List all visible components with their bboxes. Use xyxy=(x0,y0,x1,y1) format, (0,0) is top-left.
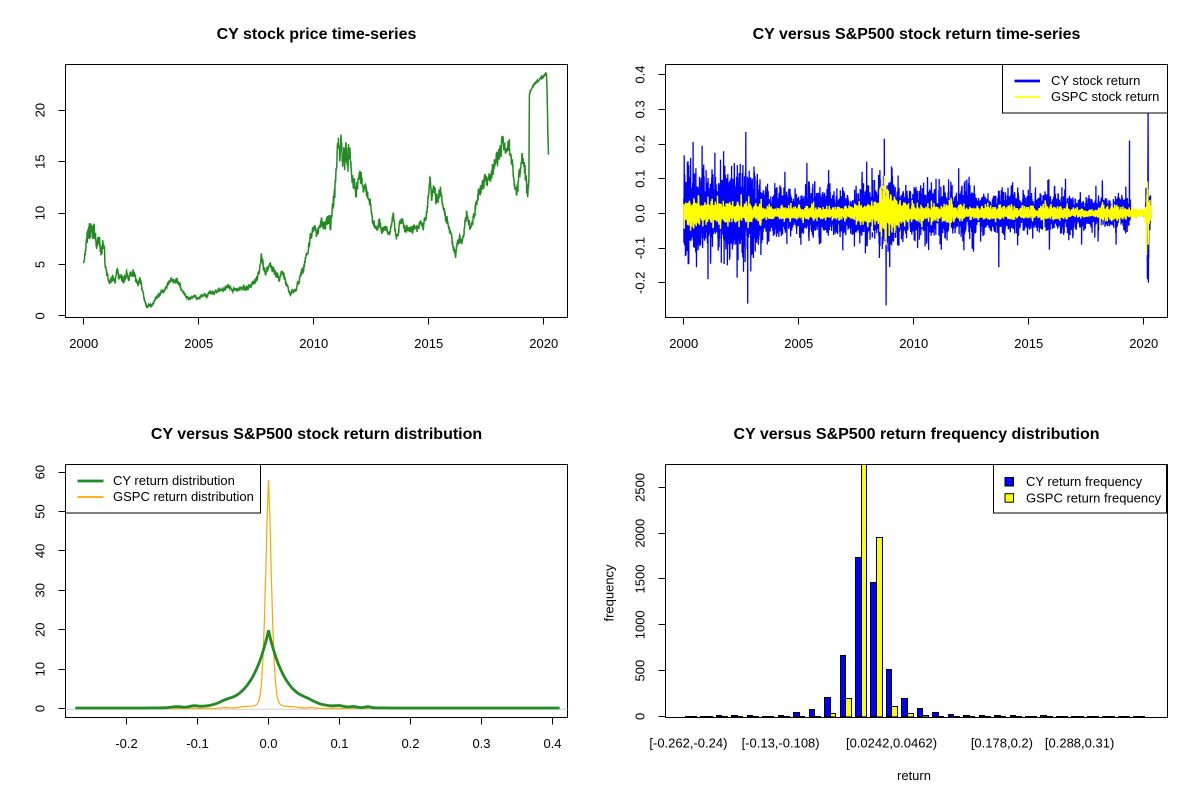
svg-text:2500: 2500 xyxy=(633,473,648,502)
svg-text:0: 0 xyxy=(33,312,48,319)
svg-text:CY return distribution: CY return distribution xyxy=(113,473,235,488)
svg-text:0.2: 0.2 xyxy=(401,736,419,751)
svg-text:2020: 2020 xyxy=(529,336,558,351)
svg-text:20: 20 xyxy=(33,622,48,636)
svg-text:2015: 2015 xyxy=(1014,336,1043,351)
svg-text:[0.178,0.2): [0.178,0.2) xyxy=(971,736,1033,751)
svg-text:10: 10 xyxy=(33,662,48,676)
svg-text:1500: 1500 xyxy=(633,565,648,594)
svg-text:[0.288,0.31): [0.288,0.31) xyxy=(1045,736,1114,751)
svg-text:CY stock return: CY stock return xyxy=(1051,73,1140,88)
svg-text:GSPC return frequency: GSPC return frequency xyxy=(1026,490,1162,505)
svg-text:GSPC stock return: GSPC stock return xyxy=(1051,89,1159,104)
svg-text:50: 50 xyxy=(33,504,48,518)
svg-text:CY versus S&P500 return freque: CY versus S&P500 return frequency distri… xyxy=(733,426,1099,443)
svg-text:2000: 2000 xyxy=(633,519,648,548)
svg-text:CY versus S&P500 stock return: CY versus S&P500 stock return time-serie… xyxy=(753,26,1081,43)
svg-text:2015: 2015 xyxy=(414,336,443,351)
svg-text:-0.2: -0.2 xyxy=(115,736,137,751)
svg-text:0.4: 0.4 xyxy=(633,66,648,84)
svg-text:CY return frequency: CY return frequency xyxy=(1026,474,1143,489)
svg-text:return: return xyxy=(897,768,931,783)
svg-text:5: 5 xyxy=(33,261,48,268)
svg-text:-0.1: -0.1 xyxy=(633,237,648,259)
svg-text:CY versus S&P500 stock return: CY versus S&P500 stock return distributi… xyxy=(151,426,482,443)
svg-text:2020: 2020 xyxy=(1129,336,1158,351)
svg-text:-0.2: -0.2 xyxy=(633,272,648,294)
svg-text:0.0: 0.0 xyxy=(259,736,277,751)
svg-text:0.0: 0.0 xyxy=(633,204,648,222)
svg-text:2000: 2000 xyxy=(669,336,698,351)
svg-text:-0.1: -0.1 xyxy=(186,736,208,751)
svg-text:0.1: 0.1 xyxy=(633,170,648,188)
svg-text:0.3: 0.3 xyxy=(472,736,490,751)
svg-text:15: 15 xyxy=(33,154,48,168)
svg-text:0: 0 xyxy=(633,713,648,720)
svg-text:GSPC return distribution: GSPC return distribution xyxy=(113,489,254,504)
svg-text:30: 30 xyxy=(33,583,48,597)
svg-text:[-0.13,-0.108): [-0.13,-0.108) xyxy=(742,736,820,751)
svg-text:2005: 2005 xyxy=(784,336,813,351)
svg-text:60: 60 xyxy=(33,465,48,479)
svg-text:2000: 2000 xyxy=(69,336,98,351)
svg-text:2005: 2005 xyxy=(184,336,213,351)
svg-text:[0.0242,0.0462): [0.0242,0.0462) xyxy=(846,736,937,751)
svg-text:2010: 2010 xyxy=(299,336,328,351)
svg-text:0.2: 0.2 xyxy=(633,135,648,153)
svg-text:500: 500 xyxy=(633,660,648,682)
svg-text:0.1: 0.1 xyxy=(330,736,348,751)
svg-text:10: 10 xyxy=(33,206,48,220)
svg-text:frequency: frequency xyxy=(602,564,617,622)
svg-text:1000: 1000 xyxy=(633,610,648,639)
svg-text:0.4: 0.4 xyxy=(543,736,561,751)
svg-text:0: 0 xyxy=(33,705,48,712)
svg-text:2010: 2010 xyxy=(899,336,928,351)
svg-text:[-0.262,-0.24): [-0.262,-0.24) xyxy=(649,736,727,751)
svg-text:CY stock price time-series: CY stock price time-series xyxy=(217,26,417,43)
svg-text:0.3: 0.3 xyxy=(633,100,648,118)
svg-text:40: 40 xyxy=(33,544,48,558)
svg-text:20: 20 xyxy=(33,103,48,117)
